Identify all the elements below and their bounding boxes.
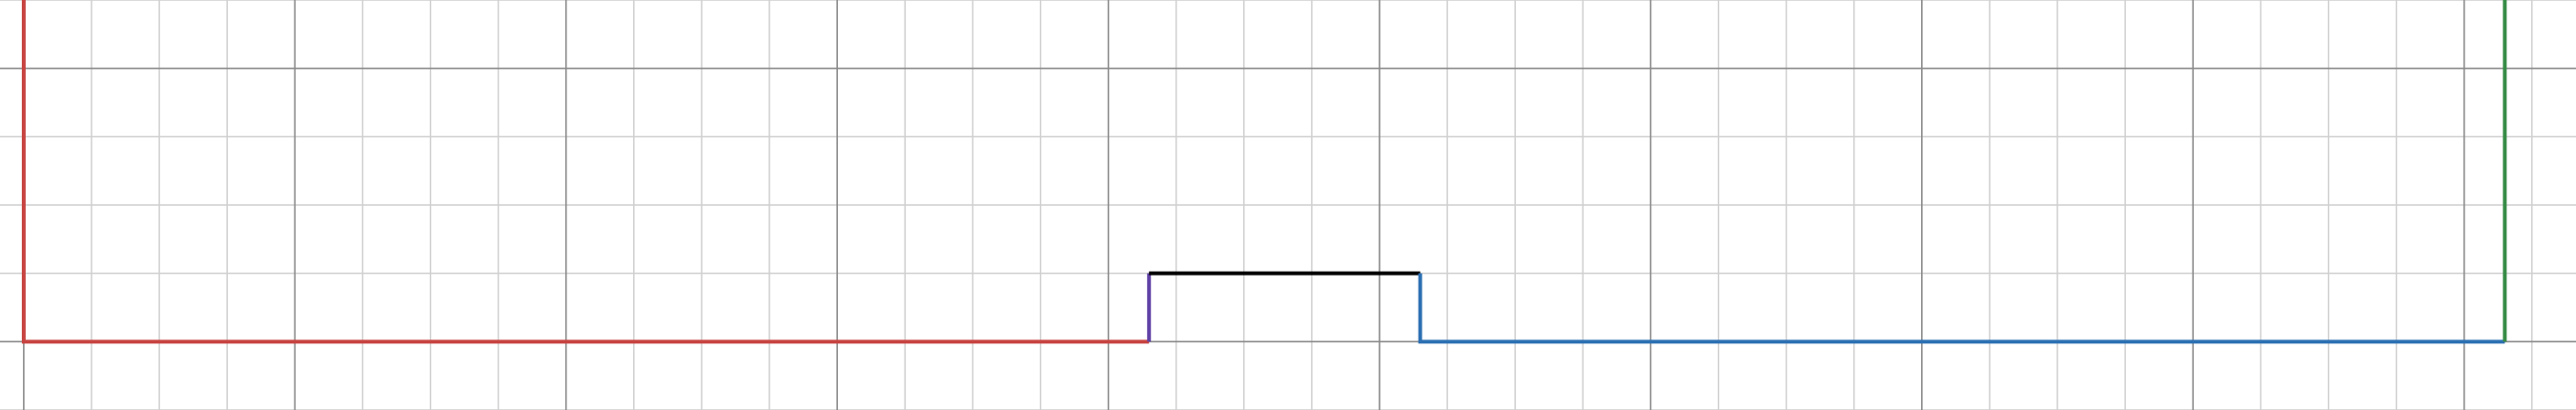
red-segment — [21, 0, 1150, 344]
blue-segment — [1418, 273, 2505, 344]
step-path — [21, 0, 2507, 344]
